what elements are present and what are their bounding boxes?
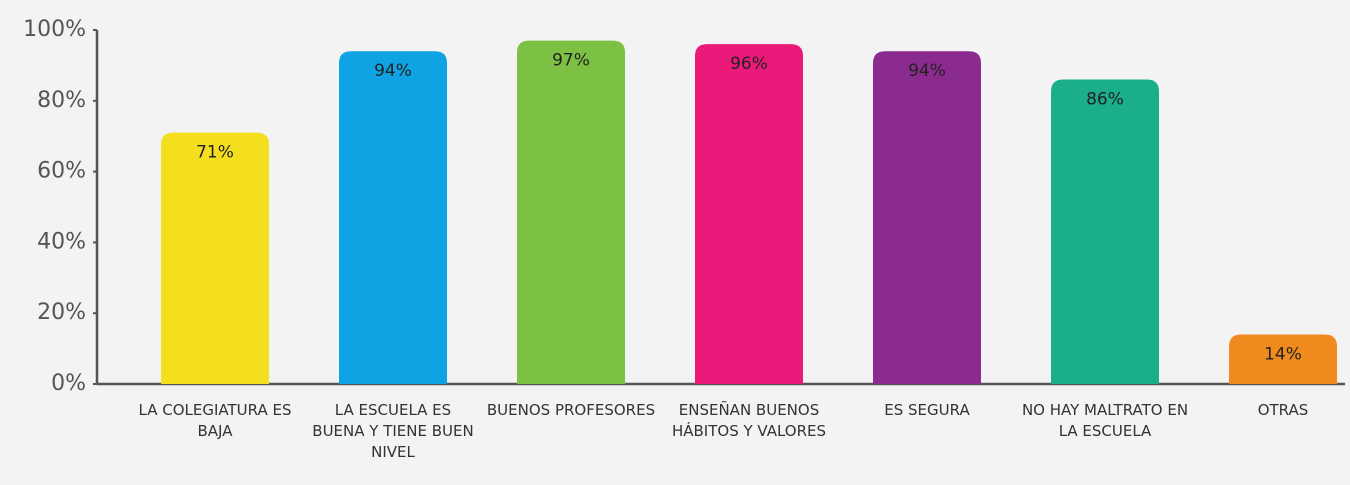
x-tick-label: NO HAY MALTRATO EN LA ESCUELA: [1021, 401, 1189, 440]
value-label: 71%: [196, 143, 234, 163]
value-label: 94%: [374, 61, 412, 81]
bar: [339, 51, 447, 385]
y-tick-label: 80%: [37, 88, 86, 113]
bar: [695, 44, 803, 384]
y-tick-label: 100%: [23, 17, 86, 42]
y-tick-label: 60%: [37, 159, 86, 184]
x-tick-label: LA ESCUELA ES BUENA Y TIENE BUEN NIVEL: [312, 401, 474, 461]
x-tick-label: ES SEGURA: [884, 401, 970, 419]
y-tick-label: 20%: [37, 300, 86, 325]
bar: [161, 132, 269, 384]
value-label: 14%: [1264, 344, 1302, 364]
x-tick-label: BUENOS PROFESORES: [486, 401, 656, 419]
bar: [1051, 79, 1159, 384]
x-tick-label: OTRAS: [1257, 401, 1309, 419]
value-label: 96%: [730, 54, 768, 74]
value-label: 97%: [552, 51, 590, 71]
bar: [873, 51, 981, 385]
value-label: 86%: [1086, 90, 1124, 110]
bar: [1229, 334, 1337, 384]
value-label: 94%: [908, 61, 946, 81]
x-tick-label: LA COLEGIATURA ES BAJA: [138, 401, 292, 440]
y-tick-label: 0%: [51, 371, 86, 396]
bar: [517, 40, 625, 385]
x-tick-label: ENSEÑAN BUENOS HÁBITOS Y VALORES: [671, 401, 827, 440]
y-tick-label: 40%: [37, 229, 86, 254]
